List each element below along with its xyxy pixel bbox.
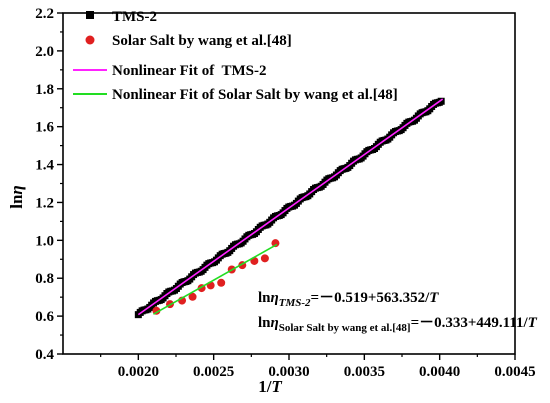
fit-line-solar-salt [153, 243, 278, 315]
x-tick-label: 0.0025 [193, 364, 234, 380]
equation-tms-2: lnηTMS-2=－0.519+563.352/T [258, 290, 439, 309]
legend-label-fit-tms-2: Nonlinear Fit of TMS-2 [112, 63, 266, 79]
tms-2-point [437, 97, 445, 105]
solar-salt-points [152, 239, 280, 315]
x-tick-label: 0.0045 [494, 364, 535, 380]
y-axis-title-ln: ln [7, 194, 26, 209]
solar-salt-point [271, 239, 280, 248]
y-tick-label: 2.2 [35, 6, 54, 22]
solar-salt-point [188, 292, 197, 301]
y-axis-title-eta: η [7, 185, 26, 194]
y-tick-label: 0.8 [35, 271, 54, 287]
eq2-ln: ln [258, 315, 271, 331]
solar-salt-point [260, 254, 269, 263]
x-axis-title-numerator: 1/ [258, 377, 272, 396]
y-tick-label: 0.6 [35, 309, 54, 325]
eq2-rhs: =－0.333+449.111/ [411, 315, 529, 331]
y-tick-label: 1.2 [35, 195, 54, 211]
y-tick-label: 1.6 [35, 120, 54, 136]
legend-marker-solar-salt [85, 35, 95, 45]
ticks: 0.0020 0.0025 0.0030 0.0035 0.0040 0.0045 0.4 0… [35, 6, 535, 380]
equation-solar-salt: lnηSolar Salt by wang et al.[48]=－0.333+… [258, 315, 538, 334]
x-axis-title: 1/T [258, 377, 282, 396]
y-tick-label: 0.4 [35, 347, 54, 363]
y-tick-label: 1.0 [35, 233, 54, 249]
x-axis-title-var: T [271, 377, 282, 396]
eq2-eta: η [271, 315, 279, 331]
y-tick-label: 1.4 [35, 158, 54, 174]
x-tick-label: 0.0030 [268, 364, 309, 380]
x-tick-label: 0.0035 [344, 364, 385, 380]
y-axis-title: lnη [7, 185, 26, 209]
legend: TMS-2 Solar Salt by wang et al.[48] Nonl… [73, 9, 398, 103]
legend-label-tms-2: TMS-2 [112, 9, 157, 25]
x-tick-label: 0.0020 [118, 364, 159, 380]
fit-line-tms-2 [137, 98, 444, 316]
eq1-subscript: TMS-2 [279, 297, 311, 309]
eq1-eta: η [271, 290, 279, 306]
eq1-rhs: =－0.519+563.352/ [311, 290, 431, 306]
eq2-subscript: Solar Salt by wang et al.[48] [279, 322, 411, 334]
solar-salt-point [217, 278, 226, 287]
y-tick-label: 1.8 [35, 82, 54, 98]
eq1-var: T [429, 290, 439, 306]
y-tick-label: 2.0 [35, 44, 54, 60]
legend-marker-tms-2 [86, 11, 94, 19]
eq1-ln: ln [258, 290, 271, 306]
legend-label-fit-solar-salt: Nonlinear Fit of Solar Salt by wang et a… [112, 87, 398, 103]
legend-label-solar-salt: Solar Salt by wang et al.[48] [112, 33, 292, 49]
x-tick-label: 0.0040 [419, 364, 460, 380]
fit-lines-overlay [137, 98, 444, 316]
eq2-var: T [528, 315, 538, 331]
